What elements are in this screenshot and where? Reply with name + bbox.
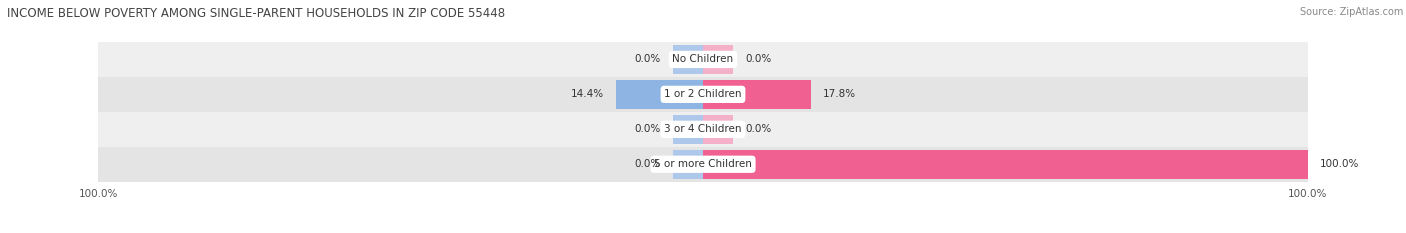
Text: No Children: No Children [672,55,734,64]
Bar [703,45,734,74]
Bar [672,150,703,179]
Bar [703,80,811,109]
Bar [703,115,734,144]
Bar [672,45,703,74]
Legend: Single Father, Single Mother: Single Father, Single Mother [603,231,803,233]
Text: 0.0%: 0.0% [634,124,661,134]
Text: 0.0%: 0.0% [745,55,772,64]
Text: 0.0%: 0.0% [634,159,661,169]
Bar [672,115,703,144]
Text: 1 or 2 Children: 1 or 2 Children [664,89,742,99]
Text: 17.8%: 17.8% [823,89,856,99]
Text: Source: ZipAtlas.com: Source: ZipAtlas.com [1299,7,1403,17]
Bar [703,150,1308,179]
Bar [98,77,1308,112]
Bar [98,112,1308,147]
Text: 3 or 4 Children: 3 or 4 Children [664,124,742,134]
Bar [98,42,1308,77]
Text: INCOME BELOW POVERTY AMONG SINGLE-PARENT HOUSEHOLDS IN ZIP CODE 55448: INCOME BELOW POVERTY AMONG SINGLE-PARENT… [7,7,505,20]
Bar [616,80,703,109]
Text: 0.0%: 0.0% [745,124,772,134]
Bar [98,147,1308,182]
Text: 0.0%: 0.0% [634,55,661,64]
Text: 14.4%: 14.4% [571,89,603,99]
Text: 5 or more Children: 5 or more Children [654,159,752,169]
Text: 100.0%: 100.0% [1320,159,1360,169]
